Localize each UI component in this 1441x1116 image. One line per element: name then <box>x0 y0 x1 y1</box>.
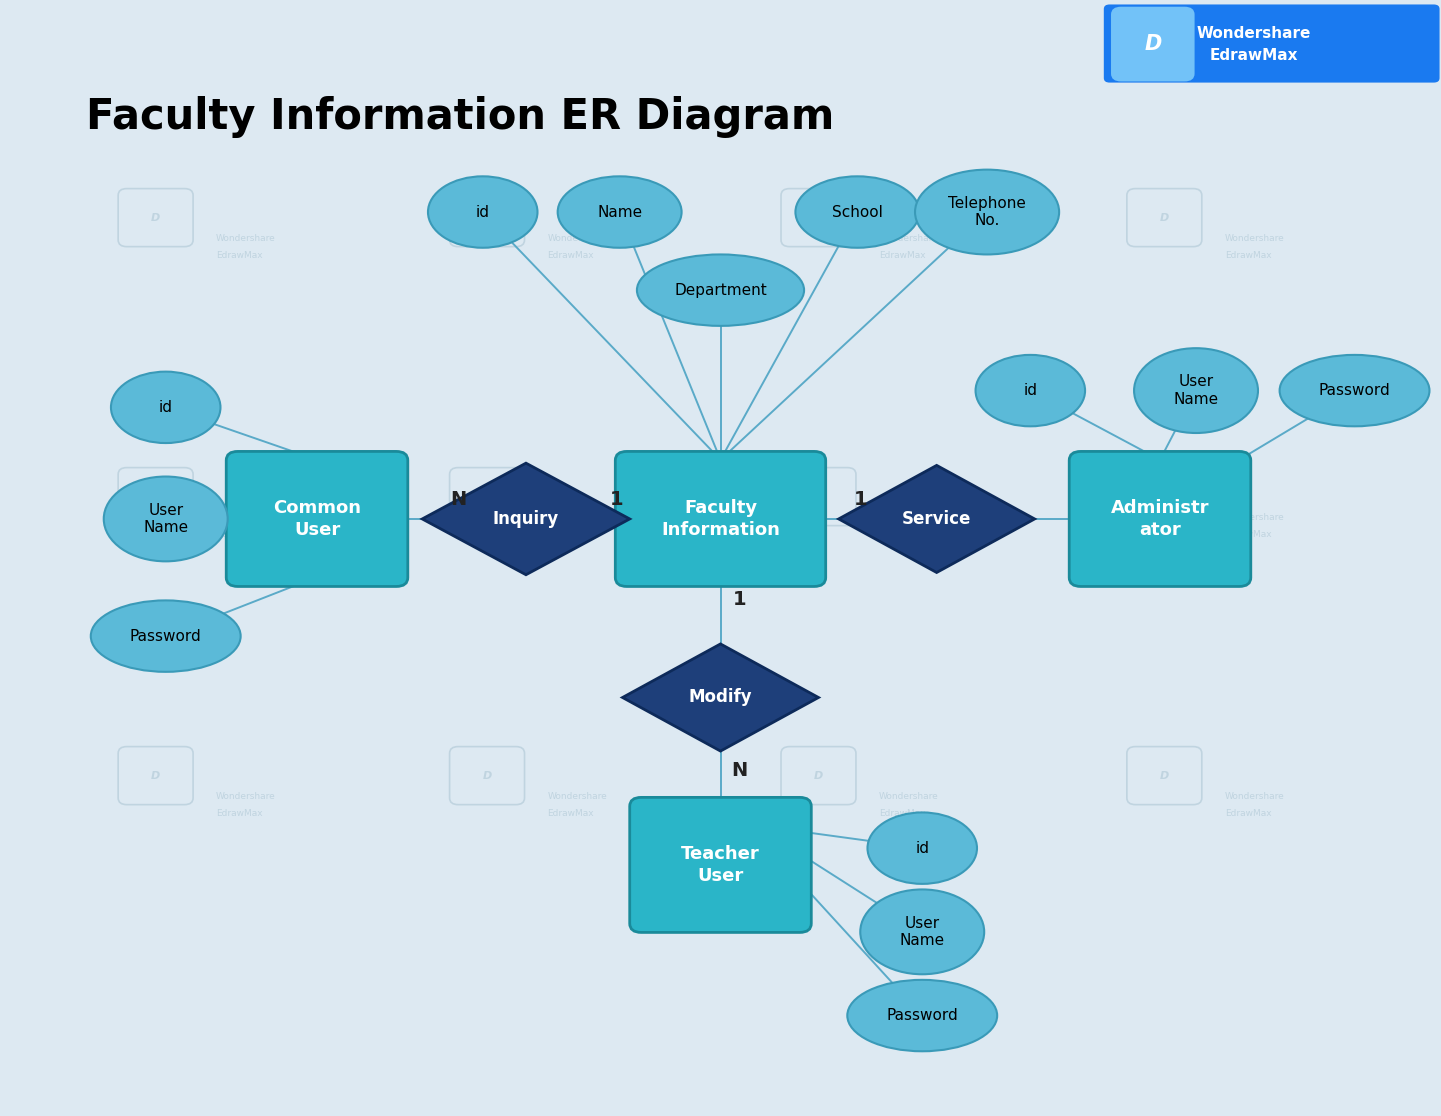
Text: School: School <box>831 204 883 220</box>
Text: id: id <box>915 840 929 856</box>
Text: Wondershare: Wondershare <box>216 513 275 522</box>
Text: User
Name: User Name <box>143 502 189 536</box>
Text: D: D <box>1160 492 1169 501</box>
Ellipse shape <box>867 812 977 884</box>
Text: Wondershare: Wondershare <box>879 234 938 243</box>
Text: D: D <box>1160 771 1169 780</box>
Text: EdrawMax: EdrawMax <box>879 530 925 539</box>
Text: Wondershare: Wondershare <box>1225 234 1284 243</box>
Text: 1: 1 <box>732 589 746 609</box>
Ellipse shape <box>847 980 997 1051</box>
Text: Modify: Modify <box>689 689 752 706</box>
FancyBboxPatch shape <box>1111 7 1195 81</box>
Ellipse shape <box>915 170 1059 254</box>
Text: User
Name: User Name <box>1173 374 1219 407</box>
Text: D: D <box>483 771 491 780</box>
Text: Teacher
User: Teacher User <box>682 845 759 885</box>
Text: EdrawMax: EdrawMax <box>1225 809 1271 818</box>
Text: EdrawMax: EdrawMax <box>879 251 925 260</box>
Text: EdrawMax: EdrawMax <box>548 251 594 260</box>
Text: D: D <box>151 771 160 780</box>
Ellipse shape <box>976 355 1085 426</box>
Ellipse shape <box>1280 355 1429 426</box>
Text: Password: Password <box>130 628 202 644</box>
Polygon shape <box>839 465 1035 573</box>
FancyBboxPatch shape <box>226 451 408 587</box>
Text: Wondershare: Wondershare <box>216 234 275 243</box>
Text: EdrawMax: EdrawMax <box>1225 251 1271 260</box>
Text: EdrawMax: EdrawMax <box>216 251 262 260</box>
Text: Telephone
No.: Telephone No. <box>948 195 1026 229</box>
Text: Wondershare: Wondershare <box>1225 513 1284 522</box>
Ellipse shape <box>91 600 241 672</box>
Text: EdrawMax: EdrawMax <box>548 809 594 818</box>
Text: Faculty Information ER Diagram: Faculty Information ER Diagram <box>86 96 834 138</box>
FancyBboxPatch shape <box>1104 4 1440 83</box>
Text: id: id <box>1023 383 1038 398</box>
Text: Administr
ator: Administr ator <box>1111 499 1209 539</box>
FancyBboxPatch shape <box>615 451 826 587</box>
Text: N: N <box>450 490 467 510</box>
Text: EdrawMax: EdrawMax <box>548 530 594 539</box>
Ellipse shape <box>860 889 984 974</box>
Text: Wondershare: Wondershare <box>879 513 938 522</box>
Text: D: D <box>483 213 491 222</box>
Ellipse shape <box>104 477 228 561</box>
Text: Password: Password <box>886 1008 958 1023</box>
Text: User
Name: User Name <box>899 915 945 949</box>
Text: Wondershare: Wondershare <box>1225 792 1284 801</box>
Text: D: D <box>814 213 823 222</box>
Text: Wondershare: Wondershare <box>548 792 607 801</box>
Text: Wondershare: Wondershare <box>216 792 275 801</box>
Text: Name: Name <box>597 204 643 220</box>
Text: N: N <box>731 760 748 780</box>
Text: D: D <box>1160 213 1169 222</box>
Text: EdrawMax: EdrawMax <box>216 809 262 818</box>
Text: Inquiry: Inquiry <box>493 510 559 528</box>
Text: Wondershare: Wondershare <box>548 513 607 522</box>
Ellipse shape <box>1134 348 1258 433</box>
Text: EdrawMax: EdrawMax <box>1225 530 1271 539</box>
Text: EdrawMax: EdrawMax <box>879 809 925 818</box>
Text: Faculty
Information: Faculty Information <box>661 499 780 539</box>
Polygon shape <box>623 644 818 751</box>
Text: id: id <box>476 204 490 220</box>
Text: Wondershare: Wondershare <box>879 792 938 801</box>
Text: Service: Service <box>902 510 971 528</box>
Polygon shape <box>422 463 630 575</box>
Text: Department: Department <box>674 282 767 298</box>
FancyBboxPatch shape <box>630 797 811 933</box>
Text: 1: 1 <box>610 490 624 510</box>
Ellipse shape <box>795 176 919 248</box>
Text: id: id <box>159 400 173 415</box>
Text: Wondershare: Wondershare <box>1196 26 1311 41</box>
FancyBboxPatch shape <box>1069 451 1251 587</box>
Text: D: D <box>483 492 491 501</box>
Ellipse shape <box>428 176 537 248</box>
Ellipse shape <box>637 254 804 326</box>
Text: D: D <box>151 492 160 501</box>
Text: D: D <box>151 213 160 222</box>
Text: EdrawMax: EdrawMax <box>216 530 262 539</box>
Ellipse shape <box>558 176 682 248</box>
Text: Wondershare: Wondershare <box>548 234 607 243</box>
Ellipse shape <box>111 372 220 443</box>
Text: D: D <box>814 771 823 780</box>
Text: 1: 1 <box>853 490 867 510</box>
Text: D: D <box>1144 33 1161 54</box>
Text: EdrawMax: EdrawMax <box>1209 48 1298 64</box>
Text: D: D <box>814 492 823 501</box>
Text: Common
User: Common User <box>272 499 362 539</box>
Text: Password: Password <box>1319 383 1391 398</box>
